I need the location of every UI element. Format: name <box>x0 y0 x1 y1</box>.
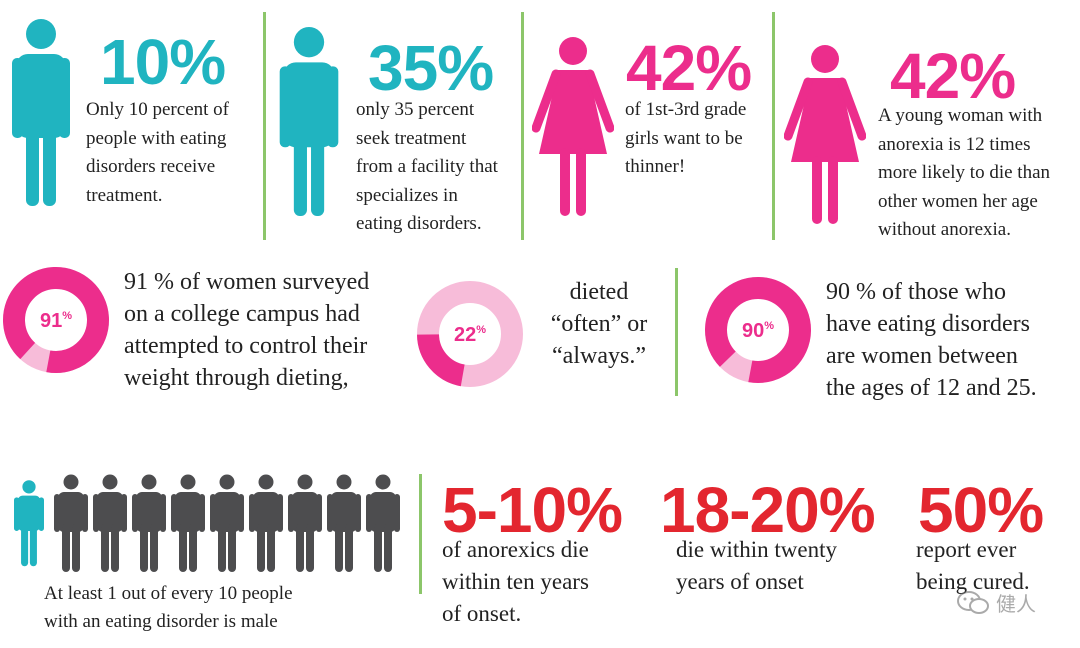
caption-line: have eating disorders <box>826 311 1030 337</box>
person-figure-icon <box>249 474 283 572</box>
caption-line: die within twenty <box>676 537 837 562</box>
stat-caption: die within twenty years of onset <box>676 534 896 598</box>
stat-caption: Only 10 percent of people with eating di… <box>86 96 261 210</box>
caption-line: report ever <box>916 537 1017 562</box>
donut-chart-91: 91% <box>2 266 110 374</box>
male-figure-icon <box>12 19 70 206</box>
stat-value: 42% <box>626 32 752 104</box>
stat-caption: report ever being cured. <box>916 534 1076 598</box>
donut-unit: % <box>764 320 775 332</box>
person-figure-icon <box>210 474 244 572</box>
donut-label: 90% <box>704 320 812 343</box>
caption-line: seek treatment <box>356 127 467 149</box>
stat-value: 50% <box>918 474 1044 546</box>
caption-line: attempted to control their <box>124 333 368 359</box>
divider <box>419 474 422 594</box>
stat-value: 42% <box>890 40 1016 112</box>
caption-line: from a facility that <box>356 156 498 177</box>
stat-value: 5-10% <box>442 474 623 546</box>
caption-line: “always.” <box>552 343 646 369</box>
donut-remainder <box>417 281 523 387</box>
female-figure-icon <box>784 45 866 224</box>
donut-caption: 90 % of those who have eating disorders … <box>826 276 1076 404</box>
wechat-icon <box>957 590 989 614</box>
male-ratio-caption: At least 1 out of every 10 people with a… <box>44 580 404 636</box>
watermark-text: 健人 <box>996 592 1036 616</box>
stat-caption: only 35 percent seek treatment from a fa… <box>356 96 521 239</box>
stat-caption: of 1st-3rd grade girls want to be thinne… <box>625 96 765 182</box>
donut-caption: dieted “often” or “always.” <box>534 276 664 372</box>
caption-line: without anorexia. <box>878 219 1011 240</box>
male-figure-icon <box>279 27 339 216</box>
caption-line: 90 % of those who <box>826 279 1006 305</box>
stat-caption: A young woman with anorexia is 12 times … <box>878 102 1078 245</box>
caption-line: anorexia is 12 times <box>878 133 1031 155</box>
caption-line: “often” or <box>550 311 648 337</box>
caption-line: are women between <box>826 343 1018 369</box>
stat-value: 18-20% <box>660 474 876 546</box>
caption-line: of anorexics die <box>442 537 589 562</box>
person-figure-icon <box>366 474 400 572</box>
person-figure-icon <box>132 474 166 572</box>
caption-line: specializes in <box>356 184 458 206</box>
donut-label: 91% <box>2 310 110 333</box>
caption-line: Only 10 percent of <box>86 99 229 120</box>
caption-line: on a college campus had <box>124 301 360 327</box>
divider <box>521 12 524 240</box>
divider <box>772 12 775 240</box>
caption-line: At least 1 out of every 10 people <box>44 583 293 604</box>
donut-unit: % <box>476 324 487 336</box>
person-figure-icon <box>327 474 361 572</box>
caption-line: dieted <box>569 279 629 305</box>
person-figure-icon <box>288 474 322 572</box>
caption-line: being cured. <box>916 569 1030 594</box>
caption-line: years of onset <box>676 569 804 594</box>
divider <box>675 268 678 396</box>
caption-line: within ten years <box>442 569 589 594</box>
people-ratio-row <box>14 474 404 574</box>
caption-line: 91 % of women surveyed <box>124 269 370 295</box>
caption-line: more likely to die than <box>878 162 1051 183</box>
donut-unit: % <box>62 310 73 322</box>
caption-line: other women her age <box>878 190 1038 212</box>
caption-line: of onset. <box>442 601 522 626</box>
caption-line: girls want to be <box>625 127 743 149</box>
caption-line: weight through dieting, <box>124 365 349 391</box>
caption-line: eating disorders. <box>356 213 482 234</box>
female-figure-icon <box>532 37 614 216</box>
stat-caption: of anorexics die within ten years of ons… <box>442 534 652 630</box>
caption-line: only 35 percent <box>356 99 475 120</box>
donut-chart-22: 22% <box>416 280 524 388</box>
caption-line: people with eating <box>86 127 227 149</box>
caption-line: A young woman with <box>878 105 1043 126</box>
donut-value: 22 <box>453 324 477 346</box>
donut-caption: 91 % of women surveyed on a college camp… <box>124 266 414 394</box>
caption-line: treatment. <box>86 184 163 206</box>
donut-value: 90 <box>741 320 765 342</box>
caption-line: disorders receive <box>86 156 216 177</box>
person-figure-icon <box>93 474 127 572</box>
person-figure-icon <box>54 474 88 572</box>
caption-line: with an eating disorder is male <box>44 611 278 632</box>
stat-value: 10% <box>100 26 226 98</box>
person-figure-icon <box>171 474 205 572</box>
donut-chart-90: 90% <box>704 276 812 384</box>
divider <box>263 12 266 240</box>
donut-value: 91 <box>39 310 63 332</box>
donut-label: 22% <box>416 324 524 347</box>
caption-line: the ages of 12 and 25. <box>826 375 1037 401</box>
caption-line: of 1st-3rd grade <box>625 99 747 120</box>
watermark: 健人 <box>956 588 1036 617</box>
caption-line: thinner! <box>625 156 686 177</box>
stat-value: 35% <box>368 32 494 104</box>
person-figure-icon <box>14 480 44 567</box>
donut-arc <box>705 277 811 383</box>
